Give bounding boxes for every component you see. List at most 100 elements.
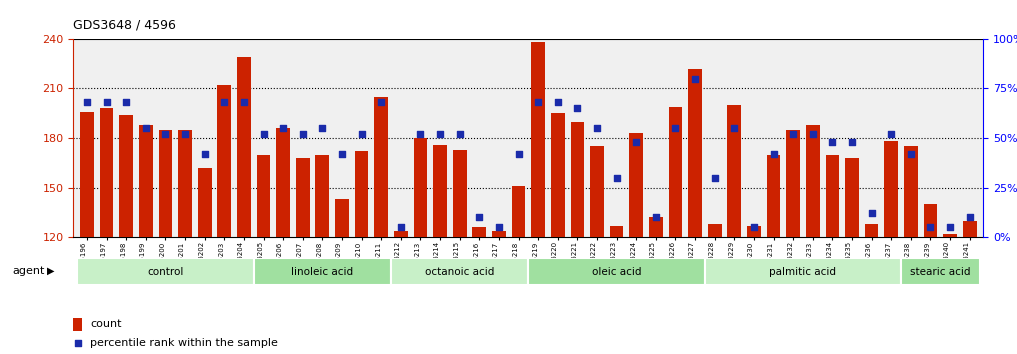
Bar bbox=[708, 224, 721, 237]
Bar bbox=[689, 69, 702, 237]
Point bbox=[158, 131, 174, 137]
Point bbox=[530, 99, 546, 105]
Text: GDS3648 / 4596: GDS3648 / 4596 bbox=[73, 19, 176, 32]
Bar bbox=[551, 113, 564, 237]
Point bbox=[295, 131, 311, 137]
Point bbox=[354, 131, 370, 137]
Bar bbox=[414, 138, 427, 237]
Point bbox=[785, 131, 801, 137]
Text: percentile rank within the sample: percentile rank within the sample bbox=[89, 338, 278, 348]
Point bbox=[373, 99, 390, 105]
Point bbox=[629, 139, 645, 145]
Text: oleic acid: oleic acid bbox=[592, 267, 642, 277]
Bar bbox=[885, 141, 898, 237]
Bar bbox=[256, 155, 271, 237]
Point bbox=[334, 151, 350, 157]
Point bbox=[314, 125, 331, 131]
Bar bbox=[218, 85, 231, 237]
Text: linoleic acid: linoleic acid bbox=[291, 267, 354, 277]
Point bbox=[471, 215, 487, 220]
Point bbox=[412, 131, 428, 137]
Bar bbox=[453, 150, 467, 237]
Point bbox=[942, 224, 958, 230]
Text: stearic acid: stearic acid bbox=[910, 267, 970, 277]
Bar bbox=[159, 130, 172, 237]
Bar bbox=[492, 230, 505, 237]
Point bbox=[863, 211, 880, 216]
Point bbox=[804, 131, 821, 137]
Point bbox=[511, 151, 527, 157]
Point bbox=[745, 224, 762, 230]
Point bbox=[69, 340, 85, 346]
Bar bbox=[767, 155, 780, 237]
Bar bbox=[296, 158, 309, 237]
Point bbox=[393, 224, 409, 230]
Bar bbox=[512, 186, 526, 237]
Point bbox=[99, 99, 115, 105]
Bar bbox=[649, 217, 663, 237]
Bar bbox=[73, 318, 82, 331]
Point bbox=[686, 76, 703, 81]
Point bbox=[275, 125, 291, 131]
Point bbox=[883, 131, 899, 137]
Bar bbox=[237, 57, 251, 237]
Bar bbox=[901, 258, 979, 285]
Bar bbox=[277, 128, 290, 237]
Bar bbox=[826, 155, 839, 237]
Text: octanoic acid: octanoic acid bbox=[425, 267, 494, 277]
Point bbox=[79, 99, 96, 105]
Point bbox=[217, 99, 233, 105]
Point bbox=[844, 139, 860, 145]
Bar bbox=[119, 115, 133, 237]
Bar bbox=[531, 42, 545, 237]
Bar bbox=[80, 112, 94, 237]
Bar bbox=[747, 225, 761, 237]
Bar bbox=[253, 258, 391, 285]
Point bbox=[570, 105, 586, 111]
Bar bbox=[845, 158, 859, 237]
Bar bbox=[391, 258, 529, 285]
Point bbox=[961, 215, 977, 220]
Text: control: control bbox=[147, 267, 184, 277]
Point bbox=[608, 175, 624, 181]
Bar bbox=[571, 121, 584, 237]
Bar bbox=[100, 108, 114, 237]
Point bbox=[766, 151, 782, 157]
Point bbox=[452, 131, 468, 137]
Bar bbox=[374, 97, 388, 237]
Point bbox=[177, 131, 193, 137]
Bar bbox=[805, 125, 820, 237]
Bar bbox=[197, 168, 212, 237]
Bar bbox=[904, 146, 917, 237]
Bar bbox=[315, 155, 330, 237]
Point bbox=[236, 99, 252, 105]
Text: agent: agent bbox=[12, 266, 45, 276]
Bar bbox=[336, 199, 349, 237]
Bar bbox=[473, 227, 486, 237]
Bar bbox=[355, 151, 368, 237]
Point bbox=[255, 131, 272, 137]
Point bbox=[491, 224, 507, 230]
Point bbox=[667, 125, 683, 131]
Bar bbox=[705, 258, 901, 285]
Bar bbox=[590, 146, 604, 237]
Bar bbox=[433, 145, 446, 237]
Bar bbox=[529, 258, 705, 285]
Bar bbox=[727, 105, 741, 237]
Bar bbox=[610, 225, 623, 237]
Bar bbox=[963, 221, 976, 237]
Point bbox=[726, 125, 742, 131]
Bar bbox=[630, 133, 643, 237]
Point bbox=[648, 215, 664, 220]
Point bbox=[196, 151, 213, 157]
Bar bbox=[668, 107, 682, 237]
Bar bbox=[394, 230, 408, 237]
Point bbox=[707, 175, 723, 181]
Point bbox=[118, 99, 134, 105]
Point bbox=[824, 139, 840, 145]
Point bbox=[903, 151, 919, 157]
Bar bbox=[923, 204, 938, 237]
Bar bbox=[864, 224, 879, 237]
Text: palmitic acid: palmitic acid bbox=[770, 267, 836, 277]
Point bbox=[549, 99, 565, 105]
